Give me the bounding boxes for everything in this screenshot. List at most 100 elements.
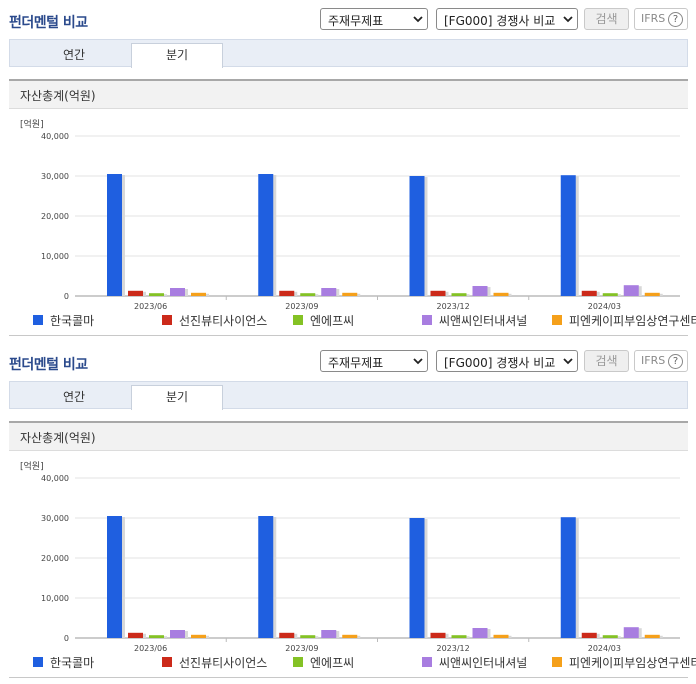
y-tick-label: 40,000 [41, 474, 69, 483]
bar [128, 632, 143, 638]
x-tick-label: 2023/09 [285, 644, 318, 653]
bar [128, 290, 143, 296]
bar [451, 293, 467, 296]
bar [409, 176, 425, 296]
bar [623, 285, 639, 296]
statement-select[interactable]: 주재무제표 [320, 350, 428, 372]
chevron-down-icon [563, 358, 573, 365]
tab-quarterly[interactable]: 분기 [131, 43, 223, 68]
peer-select[interactable]: [FG000] 경쟁사 비교 [436, 8, 578, 30]
help-icon[interactable]: ? [668, 12, 683, 27]
bar [602, 293, 618, 296]
bar [409, 518, 425, 638]
peer-select-value: [FG000] 경쟁사 비교 [444, 14, 556, 28]
period-tabs: 연간 분기 [9, 39, 688, 68]
bar [644, 634, 660, 638]
bar-chart: 0 10,000 20,000 30,000 40,000 2023/06 2023/09 2… [41, 474, 680, 653]
y-tick-label: 30,000 [41, 514, 69, 523]
fundamental-panel: 펀더멘털 비교 주재무제표 [FG000] 경쟁사 비교 검색 IFRS ? 연… [0, 342, 696, 684]
x-tick-label: 2023/12 [437, 644, 470, 653]
search-button[interactable]: 검색 [584, 8, 629, 30]
bar [258, 174, 274, 296]
bar [279, 290, 295, 296]
ifrs-label: IFRS [641, 12, 666, 25]
bar [321, 630, 337, 638]
bar [300, 293, 316, 296]
y-tick-label: 0 [64, 292, 69, 301]
tab-quarterly[interactable]: 분기 [131, 385, 223, 410]
chevron-down-icon [563, 16, 573, 23]
legend-swatch [293, 315, 303, 325]
bar [170, 288, 185, 296]
panel-title: 펀더멘털 비교 [9, 357, 88, 373]
legend-label: 한국콜마 [50, 314, 95, 328]
legend-swatch [552, 657, 562, 667]
bar [342, 634, 358, 638]
chart-legend: 한국콜마 선진뷰티사이언스 엔에프씨 씨앤씨인터내셔널 피엔케이피부임상연구센타 [0, 312, 696, 330]
bar [493, 634, 509, 638]
legend-label: 씨앤씨인터내셔널 [439, 314, 528, 328]
bar [602, 635, 618, 638]
statement-select[interactable]: 주재무제표 [320, 8, 428, 30]
panel-title: 펀더멘털 비교 [9, 15, 88, 31]
bar [107, 174, 122, 296]
fundamental-panel: 펀더멘털 비교 주재무제표 [FG000] 경쟁사 비교 검색 IFRS ? 연… [0, 8, 696, 336]
section-header: 자산총계(억원) [9, 421, 688, 451]
bar [191, 292, 206, 296]
bar [560, 175, 576, 296]
chevron-down-icon [413, 16, 423, 23]
ifrs-label: IFRS [641, 354, 666, 367]
y-tick-label: 10,000 [41, 252, 69, 261]
legend-swatch [293, 657, 303, 667]
x-tick-label: 2024/03 [588, 302, 621, 311]
legend-swatch [552, 315, 562, 325]
bar [581, 290, 597, 296]
bar [342, 292, 358, 296]
legend-swatch [33, 315, 43, 325]
legend-label: 선진뷰티사이언스 [179, 656, 268, 670]
bar [581, 632, 597, 638]
statement-select-value: 주재무제표 [328, 14, 384, 28]
period-tabs: 연간 분기 [9, 381, 688, 410]
legend-label: 피엔케이피부임상연구센타 [569, 314, 696, 328]
bar [493, 292, 509, 296]
tab-annual[interactable]: 연간 [62, 48, 86, 62]
bar [623, 627, 639, 638]
legend-swatch [422, 315, 432, 325]
legend-label: 선진뷰티사이언스 [179, 314, 268, 328]
x-tick-label: 2023/06 [134, 644, 167, 653]
unit-label: [억원] [20, 462, 44, 472]
peer-select[interactable]: [FG000] 경쟁사 비교 [436, 350, 578, 372]
section-title: 자산총계(억원) [20, 89, 96, 103]
bar [149, 635, 164, 638]
tab-annual[interactable]: 연간 [62, 390, 86, 404]
x-tick-label: 2023/06 [134, 302, 167, 311]
chevron-down-icon [413, 358, 423, 365]
bar [430, 632, 446, 638]
y-tick-label: 20,000 [41, 554, 69, 563]
bar [300, 635, 316, 638]
ifrs-button[interactable]: IFRS ? [634, 8, 688, 30]
search-button[interactable]: 검색 [584, 350, 629, 372]
divider [9, 677, 688, 678]
y-tick-label: 30,000 [41, 172, 69, 181]
bar-chart: 0 10,000 20,000 30,000 40,000 2023/06 2023/09 2… [41, 132, 680, 311]
ifrs-button[interactable]: IFRS ? [634, 350, 688, 372]
legend-label: 씨앤씨인터내셔널 [439, 656, 528, 670]
bar [644, 292, 660, 296]
bar [472, 628, 488, 638]
legend-label: 엔에프씨 [310, 656, 355, 670]
legend-label: 엔에프씨 [310, 314, 355, 328]
y-tick-label: 20,000 [41, 212, 69, 221]
legend-label: 피엔케이피부임상연구센타 [569, 656, 696, 670]
bar [321, 288, 337, 296]
x-tick-label: 2023/09 [285, 302, 318, 311]
bar [560, 517, 576, 638]
help-icon[interactable]: ? [668, 354, 683, 369]
y-tick-label: 10,000 [41, 594, 69, 603]
unit-label: [억원] [20, 120, 44, 130]
x-tick-label: 2023/12 [437, 302, 470, 311]
divider [9, 335, 688, 336]
legend-swatch [162, 315, 172, 325]
x-tick-label: 2024/03 [588, 644, 621, 653]
